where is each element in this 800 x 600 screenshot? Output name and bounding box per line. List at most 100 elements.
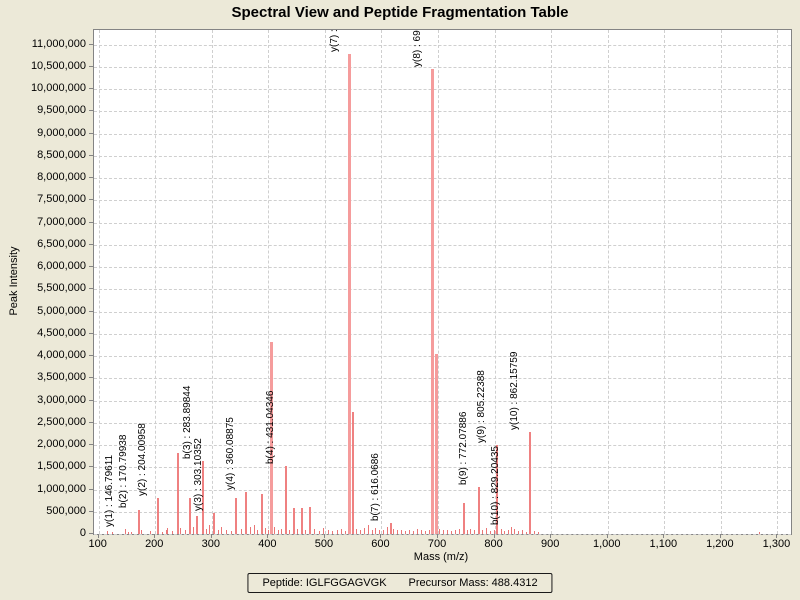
peak-bar [209,525,211,534]
x-tick-mark [267,534,269,538]
y-tick-label: 2,500,000 [37,415,86,428]
x-gridline [720,30,722,534]
peak-bar [127,531,129,534]
peak-bar [443,530,445,534]
y-gridline [94,155,791,157]
peak-label: y(2) : 204.00958 [136,423,148,497]
peak-bar [356,528,358,534]
x-tick-label: 1,200 [706,538,734,550]
y-gridline [94,66,791,68]
y-gridline [94,267,791,269]
x-tick-mark [493,534,495,538]
x-gridline [268,30,270,534]
y-tick-mark [89,177,93,179]
peak-bar [336,530,338,534]
y-tick-label: 7,500,000 [37,193,86,206]
y-gridline [94,311,791,313]
peak-bar [165,529,167,534]
y-tick-mark [89,355,93,357]
x-tick-label: 1,100 [649,538,678,550]
peak-bar [327,530,329,534]
peak-bar [470,528,472,534]
peak-bar [759,531,761,534]
x-gridline [607,30,609,534]
peak-bar [383,529,385,534]
peak-bar [439,528,441,534]
y-tick-label: 10,000,000 [30,82,86,95]
y-tick-label: 8,500,000 [37,148,86,161]
peak-bar [500,529,502,534]
y-tick-mark [89,510,93,512]
y-tick-label: 7,000,000 [37,215,86,228]
y-gridline [94,400,791,402]
peak-bar [156,498,159,534]
y-tick-label: 2,000,000 [37,438,86,451]
peak-bar [308,507,311,534]
peak-bar [393,528,395,534]
peak-bar [205,528,207,534]
y-gridline [94,467,791,469]
y-tick-mark [89,199,93,201]
peak-bar [193,527,195,534]
x-axis-title: Mass (m/z) [413,551,469,563]
y-gridline [94,422,791,424]
peak-bar [249,527,251,534]
x-tick-mark [97,534,99,538]
peak-bar [507,530,509,534]
peak-bar [184,530,186,534]
x-gridline [381,30,383,534]
peak-bar [485,528,487,534]
y-gridline [94,489,791,491]
peak-label: y(7) : [328,28,340,52]
peak-label: b(2) : 170.79938 [117,434,129,508]
y-tick-mark [89,132,93,134]
peak-bar [240,528,242,534]
y-tick-mark [89,533,93,534]
y-gridline [94,222,791,224]
peak-bar [348,53,352,534]
y-tick-mark [89,288,93,290]
y-tick-label: 3,500,000 [37,371,86,384]
peak-bar [375,527,377,534]
y-tick-mark [89,310,93,312]
peak-bar [176,452,179,534]
peak-bar [525,531,527,534]
peak-bar [447,529,449,534]
peak-bar [301,507,304,534]
y-tick-mark [89,332,93,334]
y-tick-mark [89,466,93,468]
peak-bar [284,465,287,534]
y-gridline [94,111,791,113]
peak-bar [389,522,392,534]
peak-bar [424,531,426,534]
chart-title: Spectral View and Peptide Fragmentation … [231,4,569,21]
peak-bar [431,69,435,534]
peptide-label: Peptide: IGLFGGAGVGK [262,577,387,589]
y-tick-label: 9,500,000 [37,104,86,117]
peak-bar [428,529,430,534]
y-tick-mark [89,221,93,223]
x-gridline [324,30,326,534]
peak-bar [106,531,108,534]
peak-bar [386,527,388,534]
y-tick-label: 9,000,000 [37,126,86,139]
x-gridline [664,30,666,534]
peak-bar [351,412,354,534]
peak-bar [332,531,334,534]
y-tick-label: 8,000,000 [37,171,86,184]
peak-bar [318,530,320,534]
peak-bar [230,530,232,534]
y-tick-mark [89,377,93,379]
peak-bar [528,431,531,534]
peak-bar [180,528,182,534]
peak-bar [466,530,468,534]
x-tick-label: 400 [258,538,277,550]
peak-bar [409,530,411,534]
peak-bar [360,530,362,534]
peak-bar [313,529,315,534]
y-tick-label: 1,500,000 [37,460,86,473]
x-tick-label: 200 [145,538,164,550]
peak-bar [477,486,480,534]
plot-area[interactable]: y(1) : 146.79611 b(2) : 170.79938 y(2) : 2… [93,29,792,535]
peak-bar [364,528,366,534]
